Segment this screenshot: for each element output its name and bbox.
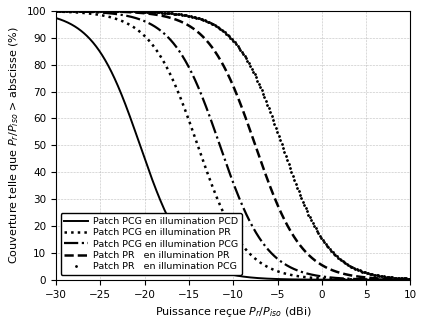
Patch PR   en illumination PCG: [397, 276, 402, 280]
Patch PR   en illumination PCG: [226, 34, 231, 37]
Patch PCG en illumination PCD: [53, 16, 59, 20]
Patch PCG en illumination PR: [332, 277, 338, 281]
Patch PR   en illumination PCG: [53, 9, 59, 13]
Patch PCG en illumination PCG: [398, 278, 403, 282]
Patch PR   en illumination PR: [398, 277, 403, 281]
Patch PCG en illumination PR: [397, 278, 402, 282]
Patch PCG en illumination PR: [216, 200, 221, 204]
Patch PCG en illumination PCD: [226, 272, 231, 276]
Patch PR   en illumination PR: [226, 73, 231, 77]
Patch PR   en illumination PCG: [216, 26, 221, 30]
Patch PCG en illumination PCD: [332, 278, 338, 282]
Patch PCG en illumination PCG: [408, 278, 413, 282]
Patch PCG en illumination PCG: [397, 278, 402, 282]
Patch PCG en illumination PCG: [216, 141, 221, 144]
Line: Patch PCG en illumination PCG: Patch PCG en illumination PCG: [56, 11, 410, 280]
Patch PCG en illumination PCG: [53, 9, 59, 13]
Patch PCG en illumination PCD: [397, 278, 402, 282]
Patch PR   en illumination PR: [332, 269, 338, 273]
X-axis label: Puissance reçue $P_r/P_{iso}$ (dBi): Puissance reçue $P_r/P_{iso}$ (dBi): [155, 305, 312, 319]
Patch PCG en illumination PCD: [398, 278, 403, 282]
Y-axis label: Couverture telle que $P_r/P_{iso}$ > abscisse (%): Couverture telle que $P_r/P_{iso}$ > abs…: [7, 26, 21, 264]
Patch PCG en illumination PCG: [71, 9, 76, 13]
Line: Patch PCG en illumination PR: Patch PCG en illumination PR: [56, 11, 410, 280]
Line: Patch PR   en illumination PCG: Patch PR en illumination PCG: [54, 9, 412, 280]
Patch PCG en illumination PCD: [408, 278, 413, 282]
Patch PR   en illumination PR: [216, 56, 221, 60]
Patch PCG en illumination PCG: [332, 276, 338, 280]
Legend: Patch PCG en illumination PCD, Patch PCG en illumination PR, Patch PCG en illumi: Patch PCG en illumination PCD, Patch PCG…: [61, 213, 242, 275]
Line: Patch PR   en illumination PR: Patch PR en illumination PR: [56, 11, 410, 279]
Patch PCG en illumination PCG: [226, 167, 231, 171]
Line: Patch PCG en illumination PCD: Patch PCG en illumination PCD: [56, 18, 410, 280]
Patch PR   en illumination PR: [408, 277, 413, 281]
Patch PCG en illumination PR: [398, 278, 403, 282]
Patch PCG en illumination PR: [53, 9, 59, 13]
Patch PCG en illumination PR: [71, 10, 76, 14]
Patch PR   en illumination PCG: [408, 277, 413, 281]
Patch PCG en illumination PR: [408, 278, 413, 282]
Patch PR   en illumination PR: [53, 9, 59, 13]
Patch PCG en illumination PCD: [216, 269, 221, 273]
Patch PCG en illumination PR: [226, 221, 231, 225]
Patch PR   en illumination PCG: [332, 253, 338, 257]
Patch PR   en illumination PCG: [398, 276, 403, 280]
Patch PR   en illumination PCG: [71, 9, 76, 13]
Patch PR   en illumination PR: [71, 9, 76, 13]
Patch PCG en illumination PCD: [71, 24, 76, 28]
Patch PR   en illumination PR: [397, 277, 402, 281]
